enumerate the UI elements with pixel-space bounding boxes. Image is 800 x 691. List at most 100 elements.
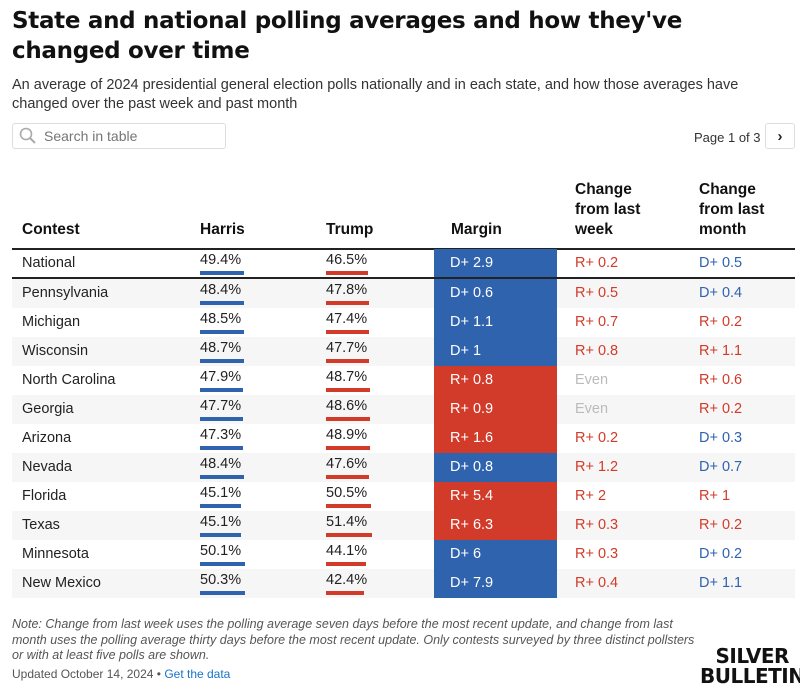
week-change: R+ 0.3 — [575, 546, 619, 562]
trump-bar — [326, 330, 369, 334]
table-row: Arizona 47.3% 48.9% R+ 1.6 R+ 0.2 D+ 0.3 — [12, 424, 795, 453]
margin-value: R+ 0.9 — [450, 401, 494, 417]
harris-bar — [200, 475, 244, 479]
harris-bar — [200, 417, 243, 421]
week-change: R+ 2 — [575, 488, 607, 504]
contest-name: Florida — [22, 488, 67, 504]
margin-value: R+ 1.6 — [450, 430, 494, 446]
week-change: Even — [575, 372, 609, 388]
month-change: R+ 0.6 — [699, 372, 743, 388]
contest-name: Arizona — [22, 430, 72, 446]
harris-value: 49.4% — [200, 252, 242, 268]
updated-text: Updated October 14, 2024 • — [12, 667, 161, 681]
contest-name: National — [22, 255, 76, 271]
table-row: Nevada 48.4% 47.6% D+ 0.8 R+ 1.2 D+ 0.7 — [12, 453, 795, 482]
trump-bar — [326, 475, 369, 479]
get-data-link[interactable]: Get the data — [164, 667, 231, 681]
margin-cell: D+ 0.6 — [434, 279, 557, 308]
search-box[interactable] — [12, 123, 226, 149]
trump-value: 47.6% — [326, 456, 368, 472]
margin-cell: R+ 5.4 — [434, 482, 557, 511]
updated-line: Updated October 14, 2024 • Get the data — [12, 667, 230, 681]
search-input[interactable] — [42, 127, 216, 145]
harris-bar — [200, 301, 244, 305]
week-change: R+ 0.4 — [575, 575, 619, 591]
trump-bar — [326, 417, 370, 421]
footnote: Note: Change from last week uses the pol… — [12, 617, 695, 662]
harris-value: 48.5% — [200, 311, 242, 327]
contest-name: Georgia — [22, 401, 74, 417]
margin-cell: D+ 1.1 — [434, 308, 557, 337]
trump-value: 44.1% — [326, 543, 368, 559]
margin-cell: R+ 0.9 — [434, 395, 557, 424]
header-trump[interactable]: Trump — [326, 221, 374, 238]
contest-name: Michigan — [22, 314, 81, 330]
trump-bar — [326, 562, 366, 566]
trump-bar — [326, 446, 370, 450]
header-month[interactable]: Change from last month — [699, 181, 765, 238]
table-row: Michigan 48.5% 47.4% D+ 1.1 R+ 0.7 R+ 0.… — [12, 308, 795, 337]
harris-bar — [200, 504, 241, 508]
margin-value: D+ 2.9 — [450, 255, 494, 271]
month-change: D+ 0.2 — [699, 546, 743, 562]
month-change: R+ 1 — [699, 488, 731, 504]
harris-bar — [200, 562, 246, 566]
trump-value: 42.4% — [326, 572, 368, 588]
contest-name: New Mexico — [22, 575, 101, 591]
margin-cell: D+ 6 — [434, 540, 557, 569]
header-divider — [12, 248, 795, 250]
harris-value: 47.9% — [200, 369, 242, 385]
contest-name: Minnesota — [22, 546, 89, 562]
margin-value: D+ 6 — [450, 546, 482, 562]
contest-name: Wisconsin — [22, 343, 89, 359]
trump-value: 48.9% — [326, 427, 368, 443]
harris-value: 48.7% — [200, 340, 242, 356]
week-change: R+ 0.3 — [575, 517, 619, 533]
trump-value: 47.8% — [326, 282, 368, 298]
trump-bar — [326, 504, 372, 508]
table-row: Georgia 47.7% 48.6% R+ 0.9 Even R+ 0.2 — [12, 395, 795, 424]
national-divider — [12, 277, 795, 279]
page-title: State and national polling averages and … — [12, 8, 682, 64]
harris-value: 47.7% — [200, 398, 242, 414]
month-change: R+ 0.2 — [699, 314, 743, 330]
harris-bar — [200, 359, 244, 363]
month-change: D+ 0.4 — [699, 285, 743, 301]
month-change: D+ 0.5 — [699, 255, 743, 271]
table-row: National 49.4% 46.5% D+ 2.9 R+ 0.2 D+ 0.… — [12, 249, 795, 278]
trump-value: 50.5% — [326, 485, 368, 501]
table-row: Minnesota 50.1% 44.1% D+ 6 R+ 0.3 D+ 0.2 — [12, 540, 795, 569]
table-row: Pennsylvania 48.4% 47.8% D+ 0.6 R+ 0.5 D… — [12, 279, 795, 308]
table-row: Texas 45.1% 51.4% R+ 6.3 R+ 0.3 R+ 0.2 — [12, 511, 795, 540]
week-change: R+ 0.2 — [575, 255, 619, 271]
month-change: R+ 1.1 — [699, 343, 743, 359]
month-change: R+ 0.2 — [699, 517, 743, 533]
harris-bar — [200, 446, 243, 450]
header-contest[interactable]: Contest — [22, 221, 80, 238]
margin-value: R+ 0.8 — [450, 372, 494, 388]
trump-bar — [326, 359, 369, 363]
trump-bar — [326, 388, 370, 392]
harris-bar — [200, 388, 244, 392]
contest-name: Nevada — [22, 459, 72, 475]
header-margin[interactable]: Margin — [451, 221, 502, 238]
harris-value: 48.4% — [200, 456, 242, 472]
margin-value: R+ 5.4 — [450, 488, 494, 504]
trump-value: 47.7% — [326, 340, 368, 356]
week-change: R+ 0.7 — [575, 314, 619, 330]
contest-name: North Carolina — [22, 372, 116, 388]
margin-cell: R+ 1.6 — [434, 424, 557, 453]
header-harris[interactable]: Harris — [200, 221, 245, 238]
margin-cell: D+ 7.9 — [434, 569, 557, 598]
margin-value: D+ 1.1 — [450, 314, 494, 330]
margin-value: D+ 0.8 — [450, 459, 494, 475]
next-page-button[interactable]: › — [765, 123, 795, 149]
trump-bar — [326, 301, 370, 305]
margin-value: R+ 6.3 — [450, 517, 494, 533]
margin-value: D+ 0.6 — [450, 285, 494, 301]
month-change: D+ 0.3 — [699, 430, 743, 446]
header-week[interactable]: Change from last week — [575, 181, 641, 238]
trump-value: 48.7% — [326, 369, 368, 385]
month-change: R+ 0.2 — [699, 401, 743, 417]
table-row: Florida 45.1% 50.5% R+ 5.4 R+ 2 R+ 1 — [12, 482, 795, 511]
